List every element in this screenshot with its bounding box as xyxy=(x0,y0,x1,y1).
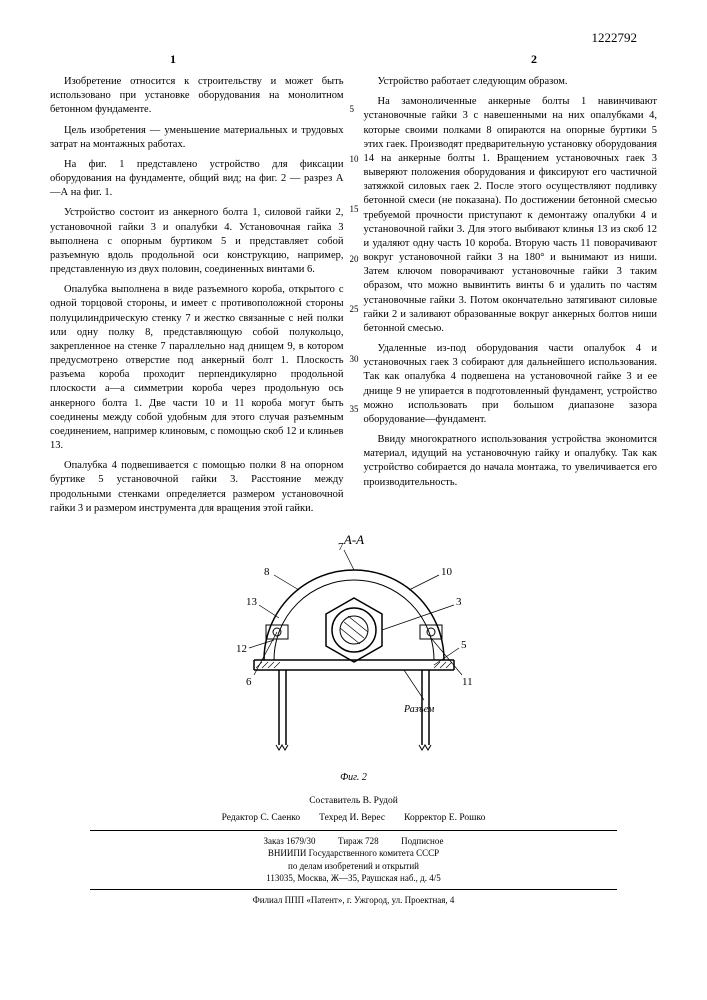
para: На замоноличенные анкерные болты 1 навин… xyxy=(364,95,658,336)
footer-divider xyxy=(90,889,617,890)
footer-addr1: 113035, Москва, Ж—35, Раушская наб., д. … xyxy=(50,872,657,885)
footer-tech: Техред И. Верес xyxy=(319,813,385,823)
figure-diagram: А-А xyxy=(204,530,504,770)
footer-compiler: Составитель В. Рудой xyxy=(50,795,657,808)
para: На фиг. 1 представлено устройство для фи… xyxy=(50,158,344,201)
fig-label-7: 7 xyxy=(338,541,344,553)
para: Ввиду многократного использования устрой… xyxy=(364,433,658,490)
fig-razem: Разъем xyxy=(403,704,435,715)
line-num: 25 xyxy=(350,305,359,314)
para: Опалубка выполнена в виде разъемного кор… xyxy=(50,283,344,453)
fig-label-11: 11 xyxy=(462,676,473,688)
footer-corrector: Корректор Е. Рошко xyxy=(404,813,485,823)
page-num-left: 1 xyxy=(170,52,176,67)
footer-order: Заказ 1679/30 xyxy=(264,836,316,846)
section-label: А-А xyxy=(342,532,363,547)
fig-label-6: 6 xyxy=(246,676,252,688)
figure-caption: Фиг. 2 xyxy=(50,772,657,783)
fig-label-10: 10 xyxy=(441,566,453,578)
footer-credits-row: Редактор С. Саенко Техред И. Верес Корре… xyxy=(50,812,657,825)
para: Изобретение относится к строительству и … xyxy=(50,75,344,118)
para: Устройство работает следующим образом. xyxy=(364,75,658,89)
figure-area: А-А xyxy=(50,530,657,783)
line-num: 10 xyxy=(350,155,359,164)
footer-tirage: Тираж 728 xyxy=(338,836,379,846)
footer: Составитель В. Рудой Редактор С. Саенко … xyxy=(50,795,657,907)
line-num: 35 xyxy=(350,405,359,414)
column-right: 5 10 15 20 25 30 35 Устройство работает … xyxy=(364,75,658,522)
para: Цель изобретения — уменьшение материальн… xyxy=(50,124,344,152)
fig-label-13: 13 xyxy=(246,596,258,608)
footer-editor: Редактор С. Саенко xyxy=(222,813,301,823)
fig-label-8: 8 xyxy=(264,566,270,578)
fig-label-5: 5 xyxy=(461,639,467,651)
footer-divider xyxy=(90,830,617,831)
patent-page: 1222792 1 2 Изобретение относится к стро… xyxy=(0,0,707,1000)
patent-number: 1222792 xyxy=(50,30,657,46)
footer-subscr: Подписное xyxy=(401,836,443,846)
footer-org1: ВНИИПИ Государственного комитета СССР xyxy=(50,847,657,860)
fig-label-12: 12 xyxy=(236,643,247,655)
footer-org2: по делам изобретений и открытий xyxy=(50,860,657,873)
text-columns: Изобретение относится к строительству и … xyxy=(50,75,657,522)
column-left: Изобретение относится к строительству и … xyxy=(50,75,344,522)
fig-label-3: 3 xyxy=(456,596,462,608)
footer-addr2: Филиал ППП «Патент», г. Ужгород, ул. Про… xyxy=(50,894,657,907)
page-num-right: 2 xyxy=(531,52,537,67)
para: Устройство состоит из анкерного болта 1,… xyxy=(50,206,344,277)
para: Удаленные из-под оборудования части опал… xyxy=(364,342,658,427)
line-num: 5 xyxy=(350,105,355,114)
line-num: 30 xyxy=(350,355,359,364)
footer-order-row: Заказ 1679/30 Тираж 728 Подписное xyxy=(50,835,657,848)
line-num: 20 xyxy=(350,255,359,264)
line-num: 15 xyxy=(350,205,359,214)
para: Опалубка 4 подвешивается с помощью полки… xyxy=(50,459,344,516)
column-numbers: 1 2 xyxy=(50,52,657,67)
